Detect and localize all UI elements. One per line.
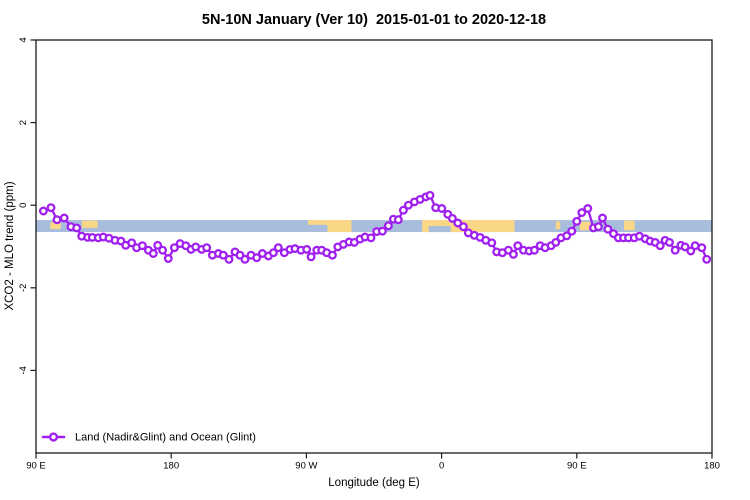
data-point-marker	[665, 237, 674, 247]
data-point-marker	[306, 252, 316, 262]
data-point-marker	[224, 254, 234, 264]
legend: Land (Nadir&Glint) and Ocean (Glint)	[41, 432, 256, 444]
data-point-marker	[577, 208, 587, 218]
map-strip-land-segment	[624, 220, 635, 231]
data-point-marker	[38, 206, 48, 216]
data-point-marker	[127, 238, 137, 248]
map-strip-land-segment	[555, 221, 561, 230]
data-point-marker	[686, 246, 696, 256]
data-point-marker	[202, 243, 212, 253]
data-point-marker	[137, 241, 147, 251]
data-point-marker	[680, 242, 690, 252]
map-strip-land-segment	[579, 221, 591, 231]
x-axis-title: Longitude (deg E)	[328, 477, 420, 489]
data-point-marker	[572, 216, 582, 226]
data-point-marker	[513, 241, 523, 251]
y-axis-tick-label: 0	[18, 203, 29, 208]
y-axis-tick-label: -2	[18, 284, 29, 292]
data-point-marker	[398, 205, 408, 215]
plot-border	[35, 39, 713, 454]
data-point-marker	[425, 190, 435, 200]
data-point-marker	[366, 233, 376, 243]
map-strip-land-segment	[422, 220, 515, 233]
x-axis-tick-label: 90 E	[26, 461, 46, 472]
legend-label: Land (Nadir&Glint) and Ocean (Glint)	[75, 432, 256, 444]
data-point-marker	[458, 222, 468, 232]
x-axis-tick-label: 90 E	[567, 461, 587, 472]
map-strip	[36, 220, 712, 233]
chart-title: 5N-10N January (Ver 10) 2015-01-01 to 20…	[202, 12, 546, 28]
x-axis-tick-label: 180	[704, 461, 720, 472]
data-point-marker	[567, 226, 577, 236]
data-point-marker	[252, 253, 262, 263]
data-point-marker	[670, 245, 680, 255]
x-axis-tick-label: 90 W	[295, 461, 317, 472]
data-point-marker	[52, 215, 62, 225]
data-point-marker	[153, 240, 163, 250]
data-point-marker	[508, 249, 518, 259]
axes: 90 E 180 90 W 0 90 E 180 4 2 0 -2 -4	[18, 37, 720, 471]
data-point-marker	[437, 204, 447, 213]
data-point-marker	[72, 223, 82, 233]
y-axis-tick-label: -4	[18, 366, 29, 374]
x-axis-tick-label: 0	[439, 461, 444, 472]
data-point-marker	[562, 231, 572, 241]
map-strip-land-segment	[50, 222, 61, 230]
y-axis-title: XCO2 - MLO trend (ppm)	[4, 181, 16, 310]
data-point-marker	[383, 221, 393, 231]
data-point-marker	[603, 224, 613, 234]
data-point-marker	[148, 249, 158, 258]
data-point-marker	[327, 250, 337, 260]
map-strip-ocean	[36, 220, 712, 233]
data-point-marker	[377, 226, 387, 236]
data-point-marker	[163, 254, 173, 263]
data-point-marker	[702, 254, 712, 264]
data-point-marker	[268, 248, 278, 258]
y-axis-tick-label: 4	[18, 37, 29, 42]
x-axis-tick-label: 180	[163, 461, 179, 472]
data-point-marker	[169, 243, 179, 253]
y-axis-tick-label: 2	[18, 120, 29, 125]
data-point-marker	[302, 244, 312, 254]
data-point-marker	[59, 213, 69, 223]
data-point-marker	[598, 213, 607, 223]
data-series	[38, 190, 712, 264]
data-point-marker	[529, 245, 539, 255]
data-point-marker	[583, 204, 593, 213]
map-strip-land-segment	[327, 220, 352, 233]
data-point-marker	[655, 241, 665, 251]
data-point-marker	[393, 215, 403, 225]
data-point-marker	[487, 238, 497, 248]
legend-marker-sample	[48, 432, 59, 442]
data-point-marker	[240, 254, 250, 264]
map-strip-land-segment	[81, 220, 98, 228]
map-strip-ocean-notch	[428, 226, 451, 233]
data-point-marker	[593, 222, 603, 232]
data-point-marker	[46, 203, 56, 213]
data-point-marker	[697, 243, 707, 253]
data-point-marker	[273, 243, 283, 253]
data-point-marker	[158, 245, 168, 255]
data-point-marker	[218, 250, 228, 260]
data-point-marker	[447, 213, 457, 223]
map-strip-land-segment	[307, 220, 328, 225]
data-point-marker	[551, 237, 561, 247]
